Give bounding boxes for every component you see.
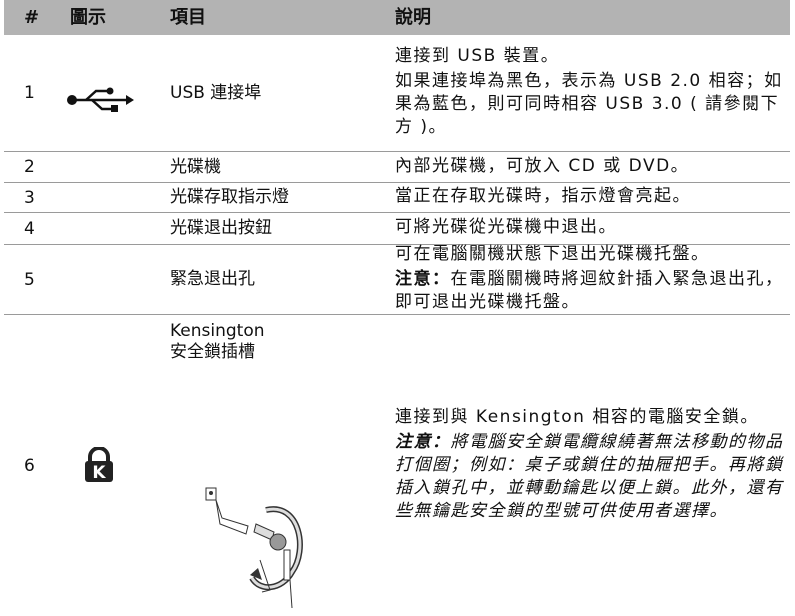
note-label: 注意： (395, 269, 451, 289)
description-cell: 可將光碟從光碟機中退出。 (395, 213, 787, 244)
item-cell: 光碟存取指示燈 (170, 183, 289, 212)
table-row: 2 光碟機 內部光碟機，可放入 CD 或 DVD。 (4, 152, 790, 183)
item-cell: 光碟機 (170, 152, 221, 182)
item-text: 光碟存取指示燈 (170, 187, 289, 207)
description-cell: 內部光碟機，可放入 CD 或 DVD。 (395, 152, 787, 182)
description-text: 內部光碟機，可放入 CD 或 DVD。 (395, 155, 690, 176)
table-row: 6 Kensington 安全鎖插槽 連接到與 Kensington 相容的電腦安全鎖… (4, 315, 790, 616)
row-number: 1 (24, 83, 35, 103)
item-text: 光碟退出按鈕 (170, 218, 272, 238)
description-cell: 當正在存取光碟時，指示燈會亮起。 (395, 183, 787, 212)
description-text: 可將光碟從光碟機中退出。 (395, 217, 617, 237)
header-cell: 項目 (170, 7, 206, 28)
note-text: 將電腦安全鎖電纜線繞著無法移動的物品打個圈；例如：桌子或鎖住的抽屜把手。再將鎖插… (395, 432, 784, 521)
table-row: 3 光碟存取指示燈 當正在存取光碟時，指示燈會亮起。 (4, 183, 790, 213)
description-text: 當正在存取光碟時，指示燈會亮起。 (395, 186, 691, 206)
item-text: USB 連接埠 (170, 82, 262, 103)
row-number: 2 (24, 157, 35, 177)
description-text: 可在電腦關機狀態下退出光碟機托盤。 (395, 244, 710, 264)
description-cell: 可在電腦關機狀態下退出光碟機托盤。 注意：在電腦關機時將迴紋針插入緊急退出孔，即可… (395, 244, 787, 314)
table-row: 1 USB 連接埠 連接到 USB 裝置。如果連接埠為黑色，表示為 USB 2.0 … (4, 35, 790, 152)
item-text: Kensington (170, 321, 265, 341)
item-cell: USB 連接埠 (170, 35, 261, 151)
item-cell: 光碟退出按鈕 (170, 213, 272, 244)
item-text: 緊急退出孔 (170, 269, 255, 289)
note: 注意：將電腦安全鎖電纜線繞著無法移動的物品打個圈；例如：桌子或鎖住的抽屜把手。再… (395, 431, 787, 523)
description-text: 如果連接埠為黑色，表示為 USB 2.0 相容；如果為藍色，則可同時相容 USB… (395, 71, 783, 137)
usb-icon (67, 87, 134, 112)
note: 注意：在電腦關機時將迴紋針插入緊急退出孔，即可退出光碟機托盤。 (395, 268, 787, 314)
header-cell: 圖示 (70, 7, 106, 28)
row-number: 5 (24, 269, 35, 290)
description-text: 連接到 USB 裝置。 (395, 46, 560, 66)
row-number: 3 (24, 187, 35, 208)
header-cell: 說明 (395, 7, 431, 28)
svg-text:K: K (92, 463, 106, 483)
item-text: 光碟機 (170, 156, 221, 177)
note-text: 在電腦關機時將迴紋針插入緊急退出孔，即可退出光碟機托盤。 (395, 269, 784, 312)
table-row: 5 緊急退出孔 可在電腦關機狀態下退出光碟機托盤。 注意：在電腦關機時將迴紋針插入緊急… (4, 244, 790, 315)
row-number: 4 (24, 218, 35, 239)
lock-illustration (205, 487, 303, 609)
kensington-icon: K (85, 447, 113, 483)
description-cell: 連接到 USB 裝置。如果連接埠為黑色，表示為 USB 2.0 相容；如果為藍色… (395, 35, 787, 151)
description-text: 連接到與 Kensington 相容的電腦安全鎖。 (395, 407, 759, 427)
note-label: 注意： (395, 432, 451, 452)
item-text: 安全鎖插槽 (170, 342, 255, 362)
description-cell: 連接到與 Kensington 相容的電腦安全鎖。 注意：將電腦安全鎖電纜線繞著無… (395, 315, 787, 616)
table-row: 4 光碟退出按鈕 可將光碟從光碟機中退出。 (4, 213, 790, 245)
row-number: 6 (24, 455, 35, 476)
header-cell: # (24, 7, 40, 28)
item-cell: 緊急退出孔 (170, 245, 255, 314)
item-cell: Kensington 安全鎖插槽 (170, 315, 265, 616)
table-header: # 圖示 項目 說明 (4, 0, 790, 35)
